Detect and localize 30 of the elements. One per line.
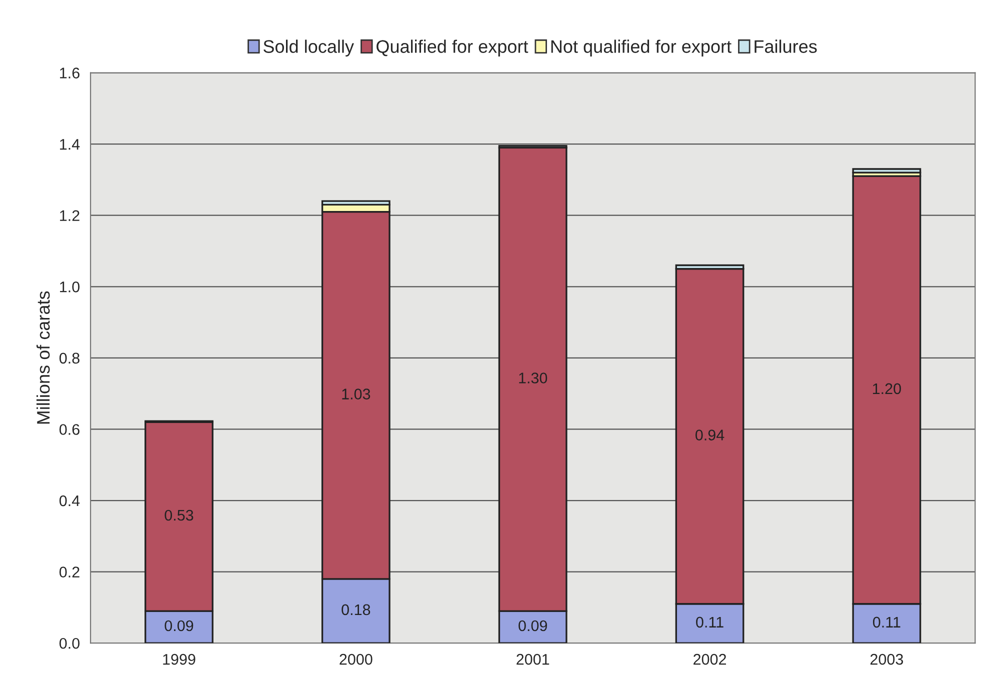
- y-tick-label: 0.8: [59, 352, 80, 364]
- x-tick-label: 2003: [870, 654, 904, 665]
- data-label: 0.94: [695, 430, 724, 440]
- data-label: 0.09: [164, 620, 194, 632]
- data-label: 0.53: [164, 510, 194, 521]
- x-tick-label: 2002: [694, 654, 726, 665]
- legend-label: Failures: [754, 40, 817, 53]
- text: 1.0: [60, 282, 80, 292]
- y-tick-label: 1.2: [60, 210, 80, 221]
- data-label: 1.03: [342, 388, 370, 400]
- data-label: 1.30: [519, 372, 548, 384]
- data-label: 0.09: [518, 620, 547, 632]
- y-tick-label: 0.6: [59, 424, 80, 435]
- data-label: 1.20: [872, 383, 901, 394]
- y-tick-label: 0.4: [59, 495, 80, 506]
- x-tick-label: 2000: [340, 654, 372, 665]
- y-tick-label: 0.2: [59, 566, 80, 578]
- legend-label: Sold locally: [264, 40, 354, 57]
- y-tick-label: 1.6: [60, 68, 80, 78]
- text: 0.0: [59, 638, 80, 649]
- y-tick-label: 1.4: [60, 139, 80, 150]
- y-axis-title: Millions of carats: [36, 291, 50, 424]
- data-label: 0.18: [342, 604, 370, 616]
- data-label: 0.11: [872, 616, 900, 628]
- data-label: 0.11: [696, 616, 724, 628]
- x-tick-label: 1999: [163, 654, 196, 665]
- legend-label: Not qualified for export: [551, 40, 732, 57]
- bar: [852, 168, 922, 174]
- x-tick-label: 2001: [516, 654, 550, 665]
- legend-label: Qualified for export: [376, 40, 528, 57]
